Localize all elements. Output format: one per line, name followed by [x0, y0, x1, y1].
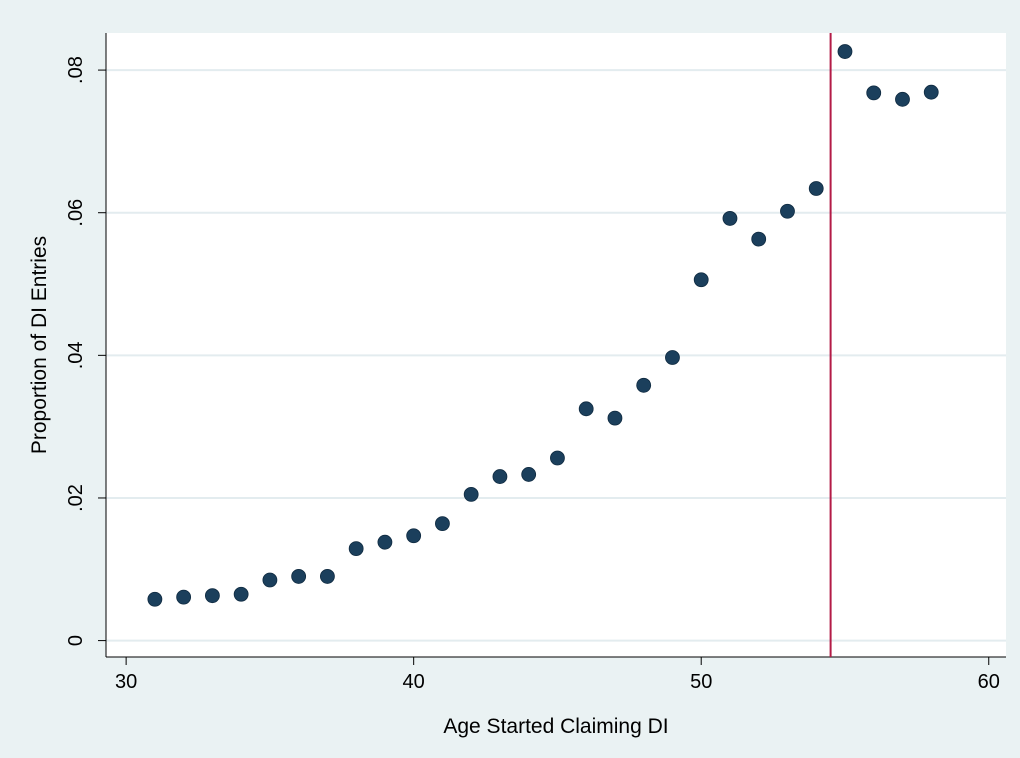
x-tick-label: 30 — [115, 671, 137, 693]
data-point — [694, 273, 708, 287]
x-tick-label: 40 — [403, 671, 425, 693]
x-tick-label: 60 — [978, 671, 1000, 693]
data-point — [177, 590, 191, 604]
y-tick-label: .06 — [65, 199, 87, 227]
data-point — [263, 573, 277, 587]
y-axis-title: Proportion of DI Entries — [28, 236, 51, 454]
data-point — [148, 592, 162, 606]
data-point — [464, 487, 478, 501]
data-point — [867, 86, 881, 100]
data-point — [378, 535, 392, 549]
data-point — [637, 378, 651, 392]
data-point — [522, 467, 536, 481]
data-point — [435, 517, 449, 531]
data-point — [924, 85, 938, 99]
data-point — [809, 181, 823, 195]
y-tick-label: .08 — [65, 56, 87, 84]
data-point — [895, 92, 909, 106]
data-point — [665, 350, 679, 364]
data-point — [407, 529, 421, 543]
plot-area — [106, 33, 1006, 657]
data-point — [579, 402, 593, 416]
data-point — [493, 470, 507, 484]
x-axis-title: Age Started Claiming DI — [443, 715, 668, 738]
data-point — [838, 45, 852, 59]
data-point — [349, 542, 363, 556]
data-point — [723, 211, 737, 225]
data-point — [234, 587, 248, 601]
y-tick-label: .04 — [65, 341, 87, 369]
data-point — [292, 569, 306, 583]
data-point — [550, 451, 564, 465]
y-tick-label: 0 — [65, 635, 87, 646]
data-point — [752, 232, 766, 246]
data-point — [205, 589, 219, 603]
data-point — [780, 204, 794, 218]
data-point — [320, 569, 334, 583]
x-tick-label: 50 — [690, 671, 712, 693]
y-tick-label: .02 — [65, 484, 87, 512]
data-point — [608, 411, 622, 425]
